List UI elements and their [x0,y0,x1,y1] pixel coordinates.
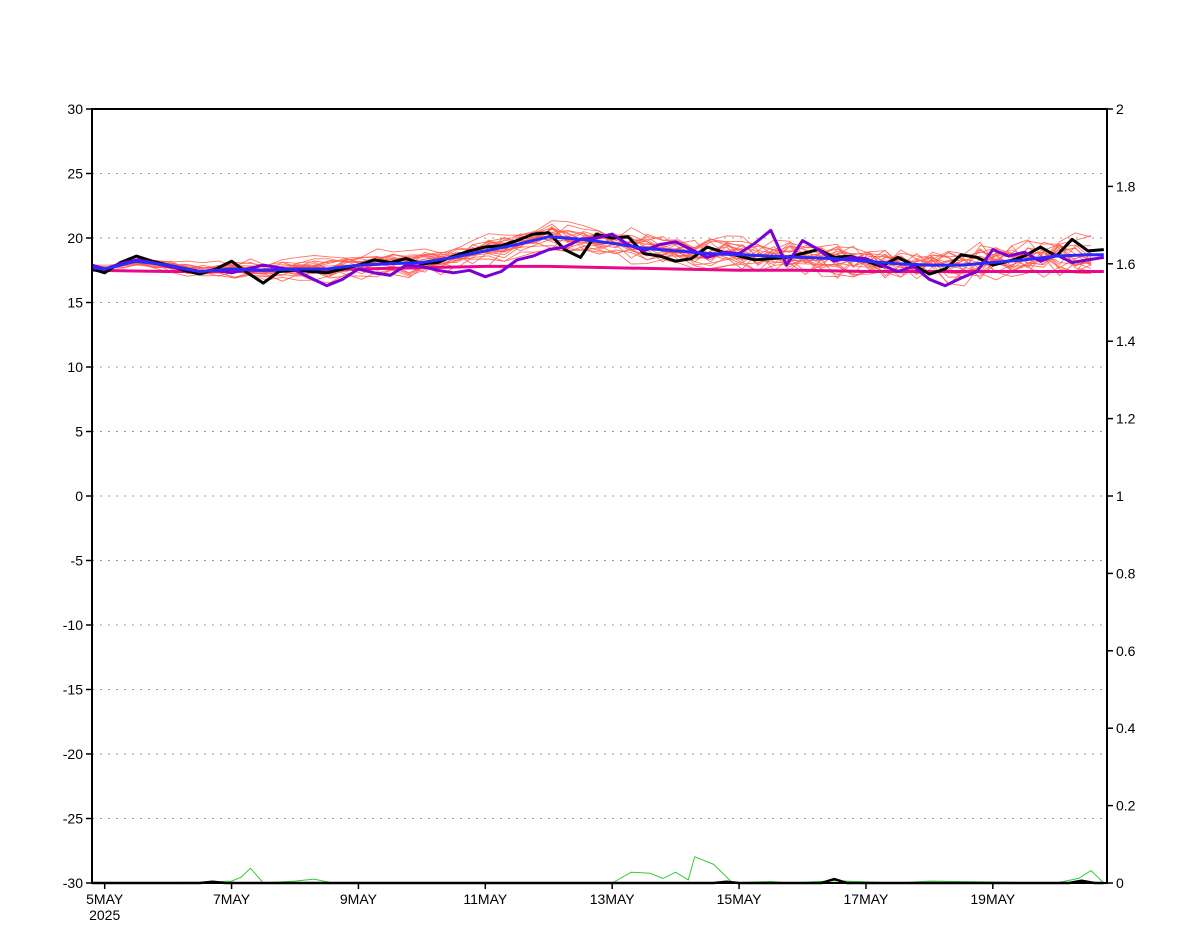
x-tick-label: 5MAY [86,891,124,907]
right-y-tick-label: 1 [1116,488,1124,504]
forecast-series-lines [91,228,1105,885]
x-tick-label: 13MAY [590,891,636,907]
right-y-axis-ticks: 2 1.8 1.6 1.4 1.2 1 0.8 0.6 0.4 0.2 0 [1107,101,1136,891]
left-y-tick-label: -10 [63,617,83,633]
right-y-tick-label: 0 [1116,875,1124,891]
left-y-tick-label: 20 [67,230,83,246]
right-y-tick-label: 1.2 [1116,411,1136,427]
right-y-tick-label: 1.4 [1116,333,1136,349]
x-tick-label: 19MAY [970,891,1016,907]
right-y-tick-label: 0.8 [1116,565,1136,581]
left-y-axis-ticks: 30 25 20 15 10 5 0 -5 -10 -15 -20 -25 -30 [63,101,92,891]
x-tick-label: 17MAY [844,891,890,907]
left-y-tick-label: -30 [63,875,83,891]
ensemble-member-lines [91,220,1092,287]
high-res-line [91,228,1105,288]
control-line [91,231,1104,285]
left-y-tick-label: 10 [67,359,83,375]
left-y-tick-label: -20 [63,746,83,762]
ensemble-mean-line [91,235,1104,273]
right-y-tick-label: 1.6 [1116,256,1136,272]
horizontal-gridlines [92,173,1107,819]
left-y-tick-label: -15 [63,682,83,698]
left-y-tick-label: 30 [67,101,83,117]
right-y-tick-label: 0.6 [1116,643,1136,659]
left-y-tick-label: 15 [67,295,83,311]
right-y-tick-label: 0.2 [1116,798,1136,814]
x-tick-label: 11MAY [463,891,507,907]
right-y-tick-label: 2 [1116,101,1124,117]
left-y-tick-label: 5 [75,424,83,440]
x-tick-year-label: 2025 [89,907,120,923]
left-y-tick-label: -25 [63,811,83,827]
x-tick-label: 15MAY [717,891,763,907]
left-y-tick-label: 25 [67,166,83,182]
x-tick-label: 7MAY [213,891,251,907]
right-y-tick-label: 0.4 [1116,720,1136,736]
right-y-tick-label: 1.8 [1116,178,1136,194]
precip-members-line [104,856,1105,884]
left-y-tick-label: 0 [75,488,83,504]
left-y-tick-label: -5 [71,553,84,569]
x-tick-label: 9MAY [340,891,378,907]
